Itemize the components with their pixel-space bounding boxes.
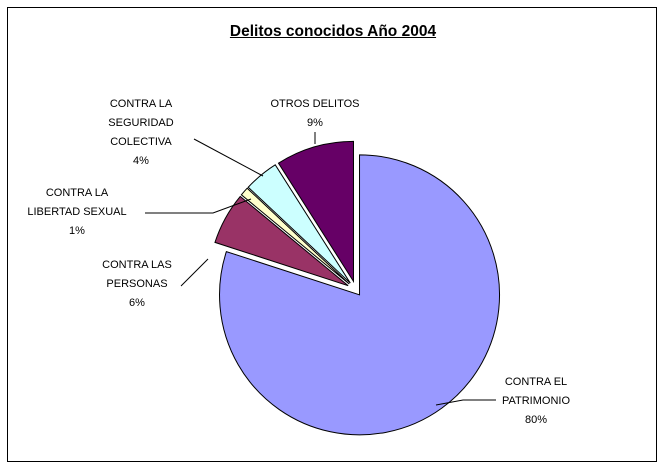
leader-line-patrimonio — [435, 399, 496, 406]
pie-slices — [214, 140, 500, 436]
slice-label-line: PATRIMONIO — [502, 395, 570, 407]
slice-label-line: LIBERTAD SEXUAL — [27, 206, 126, 218]
pie-slice-patrimonio — [219, 154, 500, 436]
slice-label-line: CONTRA LA — [46, 187, 109, 199]
slice-percent-otros-delitos: 9% — [307, 117, 323, 129]
leader-lines — [145, 132, 496, 406]
leader-line-seguridad-colectiva — [193, 138, 264, 177]
chart-title-text: Delitos conocidos Año 2004 — [229, 23, 437, 40]
slice-percent-libertad-sexual: 1% — [69, 225, 85, 237]
slice-label-line: CONTRA LA — [110, 98, 173, 110]
leader-line-personas — [180, 258, 209, 287]
pie-slice-personas — [214, 195, 349, 287]
slice-label-line: PERSONAS — [106, 278, 167, 290]
slice-label-patrimonio: CONTRA EL PATRIMONIO 80% — [502, 376, 570, 426]
slice-label-seguridad-colectiva: CONTRA LA SEGURIDAD COLECTIVA 4% — [108, 98, 173, 167]
slice-labels: CONTRA EL PATRIMONIO 80% CONTRA LAS PERSONAS… — [27, 98, 570, 426]
leader-line-libertad-sexual — [145, 198, 252, 214]
slice-label-libertad-sexual: CONTRA LA LIBERTAD SEXUAL 1% — [27, 187, 126, 237]
slice-label-line: CONTRA EL — [505, 376, 567, 388]
slice-label-line: CONTRA LAS — [102, 259, 172, 271]
slice-percent-seguridad-colectiva: 4% — [133, 155, 149, 167]
slice-percent-personas: 6% — [129, 297, 145, 309]
slice-label-line: COLECTIVA — [110, 136, 172, 148]
slice-percent-patrimonio: 80% — [525, 414, 547, 426]
slice-label-line: SEGURIDAD — [108, 117, 173, 129]
slice-label-otros-delitos: OTROS DELITOS 9% — [270, 98, 359, 129]
chart-title: Delitos conocidos Año 2004 — [0, 23, 666, 41]
slice-label-personas: CONTRA LAS PERSONAS 6% — [102, 259, 172, 309]
pie-slice-libertad-sexual — [240, 187, 350, 285]
slice-label-line: OTROS DELITOS — [270, 98, 359, 110]
pie-slice-otros-delitos — [277, 140, 354, 284]
